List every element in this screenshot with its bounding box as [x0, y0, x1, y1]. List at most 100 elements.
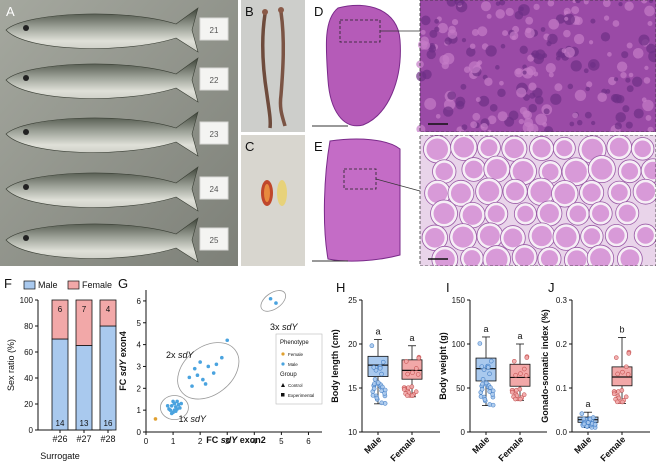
- data-point: [521, 392, 527, 398]
- data-point: [380, 384, 385, 390]
- data-point: [378, 385, 384, 390]
- legend-swatch-male: [23, 280, 36, 290]
- data-point: [487, 371, 492, 377]
- data-point: [592, 422, 597, 428]
- fish-eye: [23, 129, 29, 135]
- data-point: [513, 396, 518, 402]
- data-point: [615, 371, 620, 377]
- data-point: [513, 391, 519, 397]
- data-point: [490, 392, 495, 397]
- y-axis-label: Body length (cm): [330, 329, 340, 403]
- data-point: [377, 364, 382, 370]
- panel-label-b: B: [245, 4, 254, 19]
- data-point: [377, 383, 383, 389]
- point-male: [187, 375, 192, 380]
- legend-label-female: Female: [82, 280, 112, 290]
- bar-male-label: 16: [104, 419, 113, 428]
- point-male: [168, 408, 173, 412]
- data-point: [524, 355, 530, 360]
- fish-tag: [199, 17, 229, 41]
- data-point: [589, 418, 594, 423]
- x-tick-label: 5: [279, 437, 284, 446]
- data-point: [514, 393, 519, 398]
- bar-female: [75, 299, 93, 346]
- legend-title-group: Group: [280, 372, 297, 378]
- point-male: [268, 296, 273, 301]
- point-male: [225, 338, 230, 343]
- y-tick-label: 1: [137, 406, 142, 415]
- significance-letter: a: [375, 327, 380, 337]
- data-point: [580, 422, 586, 427]
- y-axis-label: Sex ratio (%): [6, 339, 16, 391]
- legend-label-female: Female: [288, 352, 304, 357]
- y-axis-label: Body weight (g): [438, 332, 448, 400]
- cluster-1x: [160, 395, 189, 420]
- point-male: [195, 373, 200, 378]
- data-point: [615, 399, 620, 405]
- data-point: [405, 371, 410, 377]
- legend-dot-female: [281, 352, 285, 356]
- y-axis-label: Gonado-somatic index (%): [540, 309, 550, 423]
- x-tick-label: Female: [598, 434, 627, 463]
- y-tick-label: 25: [348, 296, 357, 305]
- bar-male-label: 13: [80, 419, 89, 428]
- data-point: [380, 359, 386, 365]
- photo-fish: 21 22 23 24 25: [0, 0, 238, 266]
- bar-male: [75, 345, 93, 431]
- data-point: [485, 364, 490, 369]
- data-point: [487, 402, 493, 407]
- testis-section: [312, 0, 656, 136]
- data-point: [490, 388, 496, 394]
- legend-swatch-female: [67, 280, 80, 290]
- data-point: [580, 423, 586, 428]
- y-tick-label: 4: [137, 341, 142, 350]
- x-tick-label: 6: [306, 437, 311, 446]
- y-tick-label: 20: [348, 340, 357, 349]
- point-male: [169, 403, 174, 408]
- point-male: [192, 366, 197, 371]
- y-tick-label: 20: [24, 400, 33, 409]
- data-point: [405, 388, 411, 394]
- legend-box: [275, 333, 323, 405]
- data-point: [589, 422, 594, 427]
- significance-letter: a: [585, 399, 590, 409]
- fish: [5, 7, 199, 53]
- data-point: [480, 381, 485, 387]
- chart-box-I: 0 50 100 150 Body weight (g) a Male a Female: [438, 296, 547, 463]
- data-point: [587, 421, 593, 426]
- data-point: [485, 363, 491, 369]
- data-point: [413, 366, 419, 371]
- data-point: [590, 415, 596, 420]
- data-point: [377, 364, 383, 370]
- data-point: [582, 420, 587, 426]
- x-tick-label: #27: [76, 434, 91, 444]
- data-point: [592, 425, 598, 430]
- y-tick-label: 0: [461, 428, 466, 437]
- data-point: [403, 391, 408, 396]
- x-axis-label: Surrogate: [40, 451, 80, 461]
- significance-letter: b: [619, 324, 624, 334]
- data-point: [382, 401, 388, 406]
- photo-gonads-female: [241, 135, 305, 266]
- fish: [5, 111, 199, 157]
- x-tick-label: #26: [52, 434, 67, 444]
- data-point: [479, 386, 485, 392]
- point-male: [175, 407, 179, 411]
- data-point: [382, 387, 388, 393]
- fish-illustration: 21 22 23 24 25: [0, 0, 238, 266]
- data-point: [378, 382, 383, 387]
- data-point: [406, 385, 411, 390]
- data-point: [369, 343, 375, 349]
- legend-dot-male: [281, 362, 285, 366]
- annotation-3x: 3x sdY: [270, 322, 299, 332]
- data-point: [579, 411, 585, 416]
- y-tick-label: 6: [137, 297, 142, 306]
- data-point: [409, 384, 415, 390]
- data-point: [373, 393, 379, 399]
- point-male: [198, 360, 202, 364]
- data-point: [611, 389, 617, 394]
- data-point: [477, 341, 483, 346]
- data-point: [588, 421, 594, 426]
- data-point: [371, 386, 377, 391]
- box-iqr: [577, 416, 599, 423]
